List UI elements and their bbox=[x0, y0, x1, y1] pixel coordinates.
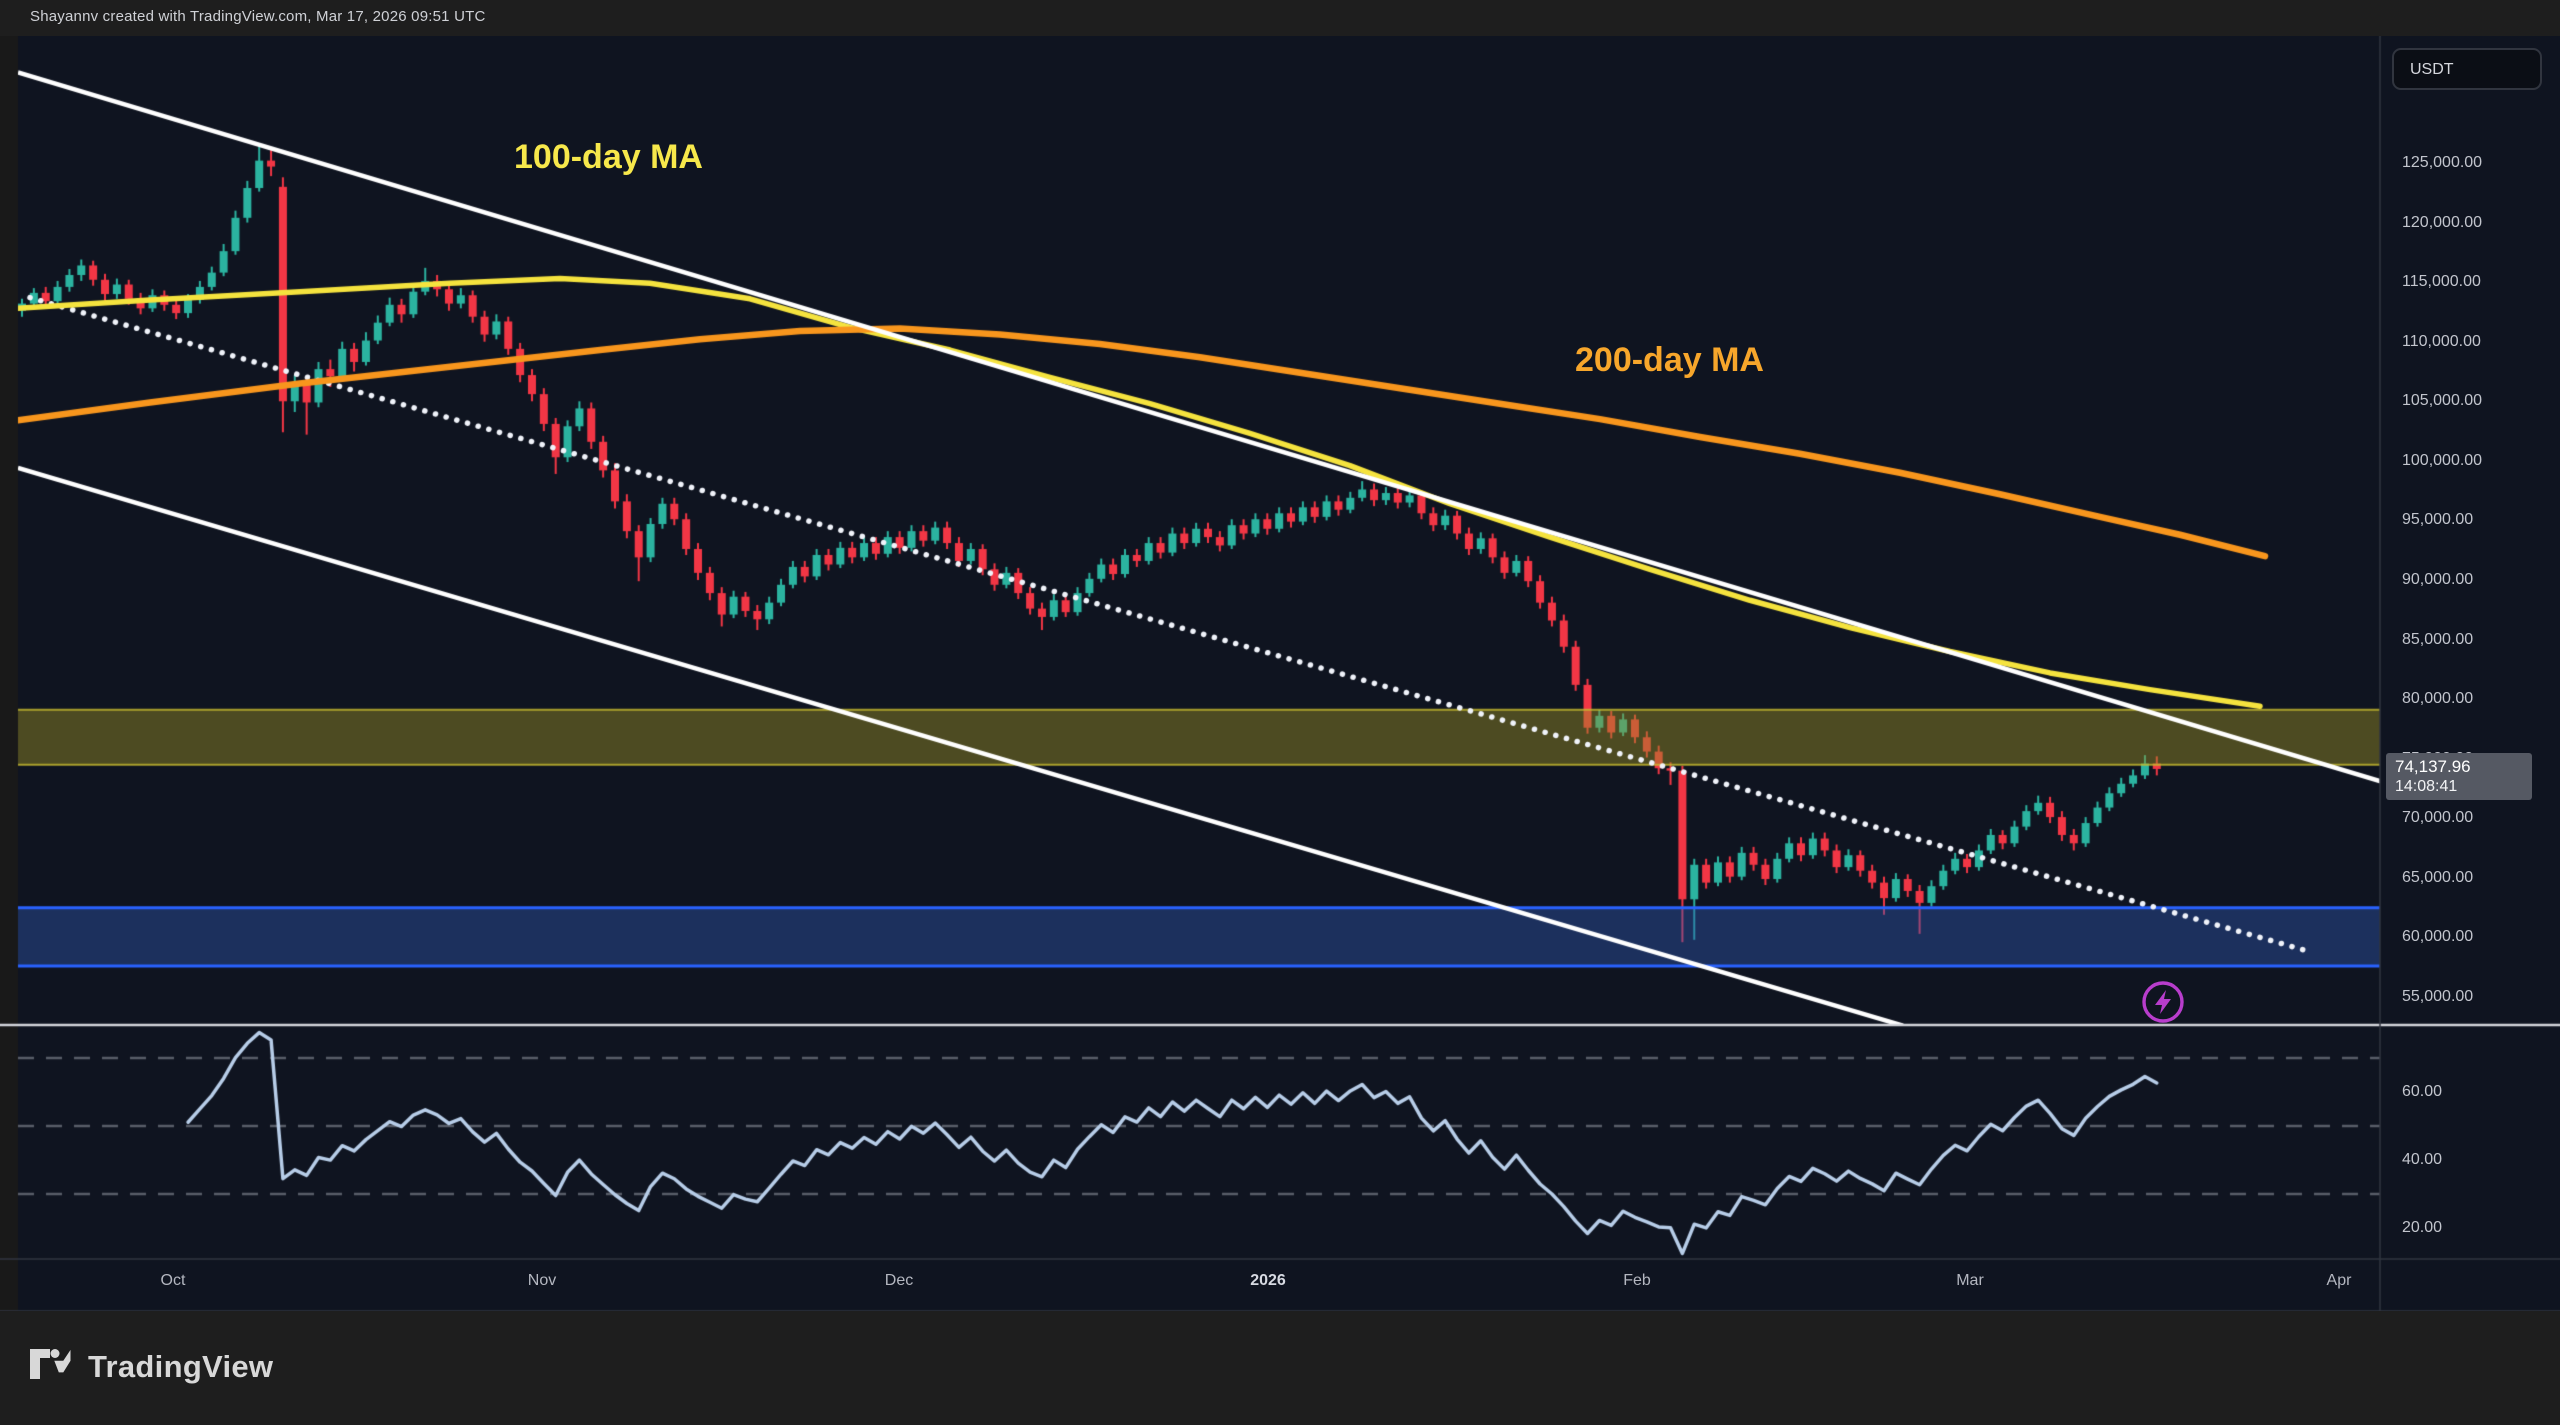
price-tick: 115,000.00 bbox=[2402, 273, 2481, 291]
ma200-annotation: 200-day MA bbox=[1575, 341, 1764, 379]
price-tick: 90,000.00 bbox=[2402, 571, 2474, 588]
tradingview-logo-text: TradingView bbox=[88, 1348, 274, 1384]
price-tick: 80,000.00 bbox=[2402, 690, 2474, 708]
tradingview-logo: TradingView bbox=[30, 1344, 273, 1389]
price-tick: 100,000.00 bbox=[2402, 451, 2483, 469]
price-tick: 65,000.00 bbox=[2402, 868, 2474, 886]
rsi-tick: 60.00 bbox=[2402, 1083, 2443, 1100]
price-tick: 85,000.00 bbox=[2402, 630, 2474, 648]
time-tick-Feb: Feb bbox=[1623, 1272, 1651, 1289]
time-tick-Apr: Apr bbox=[2326, 1272, 2352, 1289]
last-price-value: 74,137.96 bbox=[2395, 757, 2471, 776]
time-tick-Mar: Mar bbox=[1956, 1272, 1984, 1289]
price-tick: 105,000.00 bbox=[2402, 392, 2483, 410]
time-tick-Dec: Dec bbox=[884, 1272, 914, 1289]
price-tick: 120,000.00 bbox=[2402, 213, 2483, 231]
price-tick: 125,000.00 bbox=[2402, 154, 2483, 171]
rsi-tick: 40.00 bbox=[2402, 1151, 2443, 1168]
time-tick-Nov: Nov bbox=[527, 1272, 557, 1289]
last-price-countdown: 14:08:41 bbox=[2395, 778, 2458, 795]
last-price-label: 74,137.96 14:08:41 bbox=[2386, 753, 2532, 800]
tradingview-logo-icon bbox=[30, 1344, 74, 1389]
price-tick: 110,000.00 bbox=[2402, 332, 2481, 350]
time-tick-Oct: Oct bbox=[160, 1272, 186, 1289]
rsi-tick: 20.00 bbox=[2402, 1219, 2443, 1236]
header-bar bbox=[0, 0, 2560, 36]
ma100-annotation: 100-day MA bbox=[514, 138, 703, 176]
currency-toggle-button[interactable]: USDT bbox=[2392, 48, 2542, 90]
footer-bar bbox=[0, 1311, 2560, 1425]
flash-bolt-icon[interactable] bbox=[2140, 979, 2186, 1025]
price-tick: 95,000.00 bbox=[2402, 511, 2474, 529]
price-tick: 55,000.00 bbox=[2402, 988, 2474, 1005]
time-tick-2026: 2026 bbox=[1250, 1272, 1286, 1289]
attribution-text: Shayannv created with TradingView.com, M… bbox=[30, 8, 486, 25]
price-tick: 70,000.00 bbox=[2402, 809, 2474, 827]
price-tick: 60,000.00 bbox=[2402, 928, 2474, 946]
